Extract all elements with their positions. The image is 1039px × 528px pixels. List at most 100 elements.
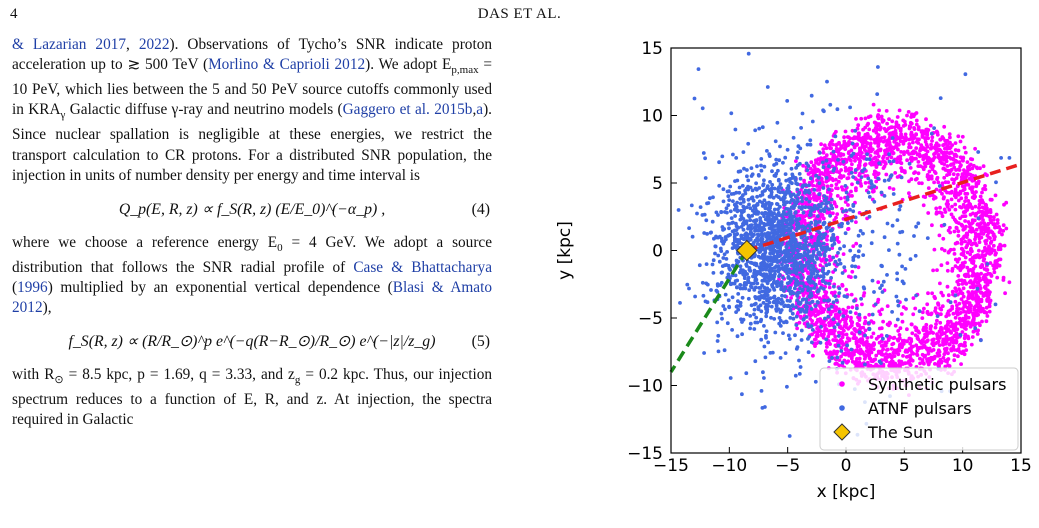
atnf-pulsar-point — [733, 127, 738, 132]
citation-link[interactable]: Morlino & Caprioli 2012 — [208, 56, 366, 74]
synthetic-pulsar-point — [991, 222, 996, 227]
synthetic-pulsar-point — [884, 172, 889, 177]
atnf-pulsar-point — [736, 292, 741, 296]
atnf-pulsar-point — [745, 168, 749, 172]
atnf-pulsar-point — [879, 263, 884, 268]
atnf-pulsar-point — [759, 389, 764, 393]
atnf-pulsar-point — [758, 193, 763, 198]
synthetic-pulsar-point — [909, 339, 914, 344]
citation-link[interactable]: Blasi & Amato 2012 — [12, 278, 492, 317]
atnf-pulsar-point — [813, 275, 818, 280]
atnf-pulsar-point — [838, 261, 843, 266]
equation-5-body: f_S(R, z) ∝ (R/R_⊙)^p e^(−q(R−R_⊙)/R_⊙) … — [68, 333, 436, 351]
synthetic-pulsar-point — [984, 319, 989, 324]
synthetic-pulsar-point — [953, 148, 958, 152]
atnf-pulsar-point — [832, 166, 837, 171]
synthetic-pulsar-point — [954, 168, 958, 172]
synthetic-pulsar-point — [915, 348, 920, 353]
synthetic-pulsar-point — [925, 302, 930, 307]
atnf-pulsar-point — [897, 207, 902, 212]
synthetic-pulsar-point — [808, 231, 813, 236]
synthetic-pulsar-point — [953, 202, 958, 207]
synthetic-pulsar-point — [938, 335, 942, 339]
atnf-pulsar-point — [716, 253, 721, 258]
synthetic-pulsar-point — [920, 316, 925, 320]
atnf-pulsar-point — [738, 264, 743, 269]
synthetic-pulsar-point — [886, 138, 890, 143]
synthetic-pulsar-point — [944, 326, 949, 331]
atnf-pulsar-point — [958, 333, 963, 337]
synthetic-pulsar-point — [941, 196, 946, 201]
synthetic-pulsar-point — [926, 211, 931, 215]
atnf-pulsar-point — [753, 359, 758, 364]
atnf-pulsar-point — [803, 310, 807, 314]
atnf-pulsar-point — [800, 265, 805, 270]
citation-link[interactable]: a — [476, 101, 484, 119]
synthetic-pulsar-point — [950, 143, 955, 147]
synthetic-pulsar-point — [974, 190, 978, 194]
atnf-pulsar-point — [741, 268, 745, 273]
atnf-pulsar-point — [749, 284, 753, 289]
atnf-pulsar-point — [811, 264, 815, 269]
synthetic-pulsar-point — [853, 360, 858, 365]
atnf-pulsar-point — [830, 355, 834, 360]
citation-link[interactable]: Gaggero et al. 2015b — [342, 101, 473, 119]
synthetic-pulsar-point — [1000, 232, 1004, 237]
atnf-pulsar-point — [824, 337, 829, 342]
atnf-pulsar-point — [809, 212, 813, 217]
synthetic-pulsar-point — [903, 132, 908, 137]
text-run: p,max — [451, 64, 479, 77]
atnf-pulsar-point — [784, 224, 789, 229]
citation-link[interactable]: Case & Bhattacharya — [353, 258, 492, 276]
synthetic-pulsar-point — [910, 331, 915, 336]
atnf-pulsar-point — [779, 308, 784, 312]
atnf-pulsar-point — [746, 51, 751, 56]
dashed-line — [746, 162, 1022, 253]
synthetic-pulsar-point — [833, 308, 838, 313]
synthetic-pulsar-point — [863, 328, 868, 333]
atnf-pulsar-point — [762, 344, 767, 349]
citation-link[interactable]: 1996 — [17, 278, 48, 296]
atnf-pulsar-point — [821, 278, 825, 283]
synthetic-pulsar-point — [903, 170, 907, 175]
synthetic-pulsar-point — [973, 146, 977, 151]
atnf-pulsar-point — [768, 247, 773, 252]
synthetic-pulsar-point — [939, 290, 944, 295]
atnf-pulsar-point — [749, 223, 754, 228]
citation-link[interactable]: 2022 — [138, 36, 170, 53]
atnf-pulsar-point — [756, 173, 761, 177]
atnf-pulsar-point — [869, 185, 874, 190]
citation-link[interactable]: & Lazarian 2017 — [12, 36, 127, 53]
synthetic-pulsar-point — [929, 311, 934, 316]
synthetic-pulsar-point — [872, 120, 877, 125]
synthetic-pulsar-point — [947, 132, 952, 136]
synthetic-pulsar-point — [965, 265, 970, 270]
atnf-pulsar-point — [856, 233, 861, 238]
paragraph-1: & Lazarian 2017, 2022). Observations of … — [12, 35, 492, 186]
atnf-pulsar-point — [824, 258, 829, 262]
atnf-pulsar-point — [859, 175, 864, 180]
synthetic-pulsar-point — [953, 219, 958, 224]
synthetic-pulsar-point — [978, 323, 982, 328]
synthetic-pulsar-point — [959, 246, 964, 251]
synthetic-pulsar-point — [898, 160, 902, 165]
synthetic-pulsar-point — [897, 108, 902, 113]
synthetic-pulsar-point — [896, 147, 900, 152]
synthetic-pulsar-point — [993, 193, 998, 198]
atnf-pulsar-point — [727, 198, 732, 203]
atnf-pulsar-point — [762, 261, 767, 266]
synthetic-pulsar-point — [976, 272, 981, 277]
atnf-pulsar-point — [766, 297, 771, 302]
synthetic-pulsar-point — [948, 168, 952, 173]
atnf-pulsar-point — [765, 184, 770, 189]
synthetic-pulsar-point — [958, 139, 963, 144]
atnf-pulsar-point — [806, 350, 811, 355]
atnf-pulsar-point — [703, 156, 707, 161]
atnf-pulsar-point — [771, 195, 776, 200]
synthetic-pulsar-point — [911, 312, 916, 317]
atnf-pulsar-point — [756, 233, 761, 238]
atnf-pulsar-point — [788, 200, 792, 205]
atnf-pulsar-point — [870, 312, 875, 317]
synthetic-pulsar-point — [963, 199, 967, 204]
atnf-pulsar-point — [879, 361, 883, 365]
